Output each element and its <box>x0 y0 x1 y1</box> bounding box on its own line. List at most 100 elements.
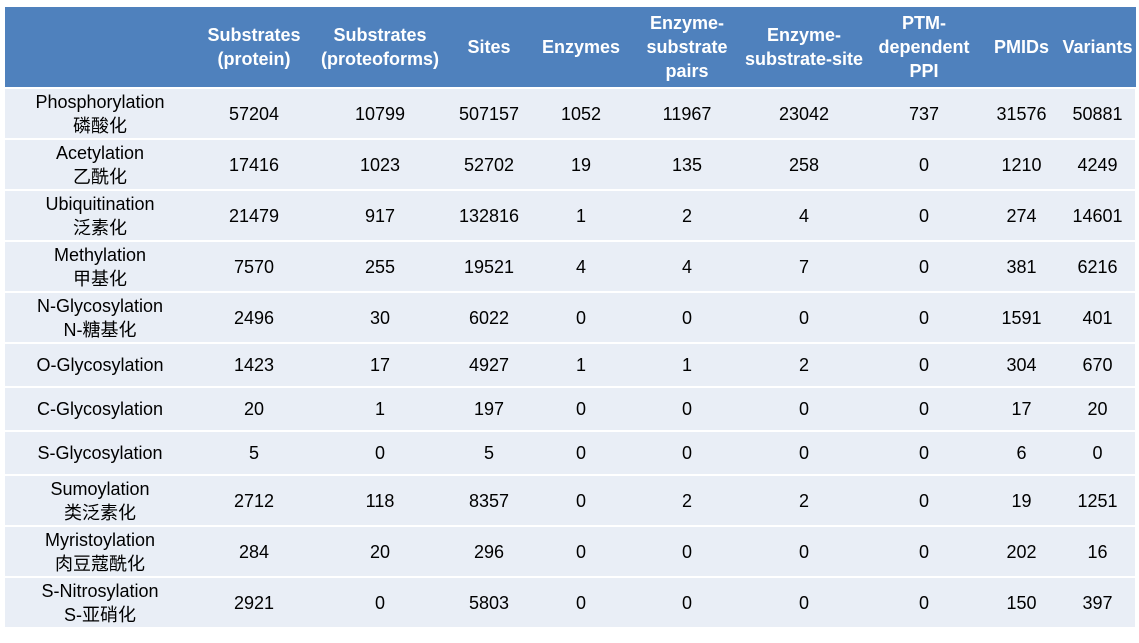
value-cell: 132816 <box>447 189 531 242</box>
value-cell: 197 <box>447 386 531 432</box>
value-cell: 10799 <box>313 87 447 140</box>
ptm-type-cell: S-Glycosylation <box>5 430 195 476</box>
value-cell: 4 <box>743 189 865 242</box>
value-cell: 11967 <box>631 87 743 140</box>
ptm-type-cell: Acetylation 乙酰化 <box>5 138 195 191</box>
table-row: C-Glycosylation 20 1 197 0 0 0 0 17 20 <box>5 386 1135 432</box>
header-cell: Substrates (proteoforms) <box>313 7 448 88</box>
header-cell: PMIDs <box>983 7 1061 88</box>
ptm-type-cell: Sumoylation 类泛素化 <box>5 474 195 527</box>
value-cell: 2 <box>631 474 743 527</box>
table-row: Ubiquitination 泛素化 21479 917 132816 1 2 4 0 274 14… <box>5 189 1135 242</box>
value-cell: 1423 <box>195 342 313 388</box>
value-cell: 2496 <box>195 291 313 344</box>
value-cell: 1 <box>313 386 447 432</box>
value-cell: 0 <box>313 430 447 476</box>
value-cell: 1210 <box>983 138 1060 191</box>
table-row: Sumoylation 类泛素化 2712 118 8357 0 2 2 0 19 1251 <box>5 474 1135 527</box>
ptm-name-english: S-Nitrosylation <box>41 580 159 601</box>
table-row: S-Nitrosylation S-亚硝化 2921 0 5803 0 0 0 0 150 397 <box>5 576 1135 629</box>
value-cell: 258 <box>743 138 865 191</box>
value-cell: 31576 <box>983 87 1060 140</box>
value-cell: 0 <box>531 430 631 476</box>
ptm-name-english: Sumoylation <box>50 478 150 499</box>
value-cell: 6 <box>983 430 1060 476</box>
value-cell: 5 <box>195 430 313 476</box>
value-cell: 19 <box>531 138 631 191</box>
table-row: Acetylation 乙酰化 17416 1023 52702 19 135 258 0 121… <box>5 138 1135 191</box>
value-cell: 0 <box>1060 430 1135 476</box>
value-cell: 507157 <box>447 87 531 140</box>
value-cell: 20 <box>1060 386 1135 432</box>
value-cell: 1 <box>531 189 631 242</box>
value-cell: 4927 <box>447 342 531 388</box>
value-cell: 14601 <box>1060 189 1135 242</box>
value-cell: 0 <box>531 474 631 527</box>
value-cell: 1052 <box>531 87 631 140</box>
value-cell: 0 <box>631 386 743 432</box>
value-cell: 0 <box>865 240 983 293</box>
ptm-name-chinese: 甲基化 <box>73 268 127 289</box>
value-cell: 0 <box>865 189 983 242</box>
value-cell: 255 <box>313 240 447 293</box>
value-cell: 21479 <box>195 189 313 242</box>
value-cell: 284 <box>195 525 313 578</box>
value-cell: 0 <box>865 342 983 388</box>
table-row: O-Glycosylation 1423 17 4927 1 1 2 0 304 670 <box>5 342 1135 388</box>
ptm-type-cell: Phosphorylation 磷酸化 <box>5 87 195 140</box>
value-cell: 304 <box>983 342 1060 388</box>
value-cell: 0 <box>531 525 631 578</box>
value-cell: 1591 <box>983 291 1060 344</box>
header-cell: Enzymes <box>531 7 632 88</box>
value-cell: 0 <box>743 525 865 578</box>
value-cell: 0 <box>865 386 983 432</box>
ptm-type-cell: C-Glycosylation <box>5 386 195 432</box>
header-cell: Substrates (protein) <box>195 7 314 88</box>
ptm-name-english: Phosphorylation <box>35 91 165 112</box>
value-cell: 19521 <box>447 240 531 293</box>
value-cell: 0 <box>743 386 865 432</box>
ptm-name-english: Acetylation <box>55 142 145 163</box>
value-cell: 16 <box>1060 525 1135 578</box>
ptm-name-chinese: 泛素化 <box>73 217 127 238</box>
value-cell: 4 <box>631 240 743 293</box>
value-cell: 6216 <box>1060 240 1135 293</box>
value-cell: 0 <box>631 430 743 476</box>
value-cell: 2 <box>631 189 743 242</box>
header-cell: Enzyme-substrate pairs <box>631 7 744 88</box>
value-cell: 0 <box>865 138 983 191</box>
value-cell: 17 <box>983 386 1060 432</box>
ptm-type-cell: Methylation 甲基化 <box>5 240 195 293</box>
header-cell: Variants <box>1060 7 1136 88</box>
value-cell: 0 <box>865 576 983 629</box>
value-cell: 381 <box>983 240 1060 293</box>
value-cell: 2921 <box>195 576 313 629</box>
ptm-name-english: O-Glycosylation <box>36 355 164 375</box>
value-cell: 7570 <box>195 240 313 293</box>
value-cell: 23042 <box>743 87 865 140</box>
value-cell: 0 <box>313 576 447 629</box>
value-cell: 0 <box>865 291 983 344</box>
value-cell: 150 <box>983 576 1060 629</box>
value-cell: 0 <box>531 386 631 432</box>
header-row: Substrates (protein) Substrates (proteofo… <box>5 7 1136 88</box>
value-cell: 5803 <box>447 576 531 629</box>
value-cell: 135 <box>631 138 743 191</box>
value-cell: 0 <box>743 291 865 344</box>
ptm-type-cell: N-Glycosylation N-糖基化 <box>5 291 195 344</box>
ptm-name-english: N-Glycosylation <box>36 295 164 316</box>
value-cell: 6022 <box>447 291 531 344</box>
value-cell: 50881 <box>1060 87 1135 140</box>
table-row: Phosphorylation 磷酸化 57204 10799 507157 1052 11… <box>5 87 1135 140</box>
ptm-type-cell: O-Glycosylation <box>5 342 195 388</box>
table-row: S-Glycosylation 5 0 5 0 0 0 0 6 0 <box>5 430 1135 476</box>
value-cell: 2 <box>743 474 865 527</box>
value-cell: 917 <box>313 189 447 242</box>
ptm-name-chinese: S-亚硝化 <box>64 604 136 625</box>
header-cell: Sites <box>447 7 532 88</box>
table-row: Myristoylation 肉豆蔻酰化 284 20 296 0 0 0 0 202 16 <box>5 525 1135 578</box>
value-cell: 0 <box>531 576 631 629</box>
ptm-name-chinese: N-糖基化 <box>63 319 137 340</box>
value-cell: 202 <box>983 525 1060 578</box>
ptm-type-cell: Myristoylation 肉豆蔻酰化 <box>5 525 195 578</box>
